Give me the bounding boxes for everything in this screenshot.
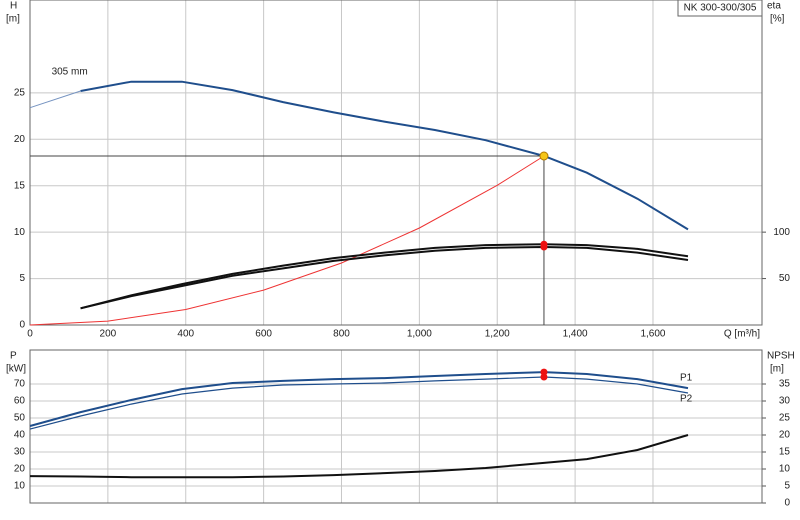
y2-tick-label: 5 bbox=[784, 481, 790, 492]
x-tick-label: 1,000 bbox=[407, 329, 432, 340]
y2-tick-label: 20 bbox=[779, 430, 791, 441]
y-axis-label: H bbox=[10, 1, 17, 12]
y-axis-unit: [kW] bbox=[6, 364, 26, 375]
x-tick-label: 0 bbox=[27, 329, 33, 340]
y-tick-label: 40 bbox=[14, 430, 26, 441]
plot-frame bbox=[29, 349, 763, 504]
y-tick-label: 15 bbox=[14, 180, 26, 191]
chart-title: NK 300-300/305 bbox=[684, 3, 757, 14]
x-tick-label: 200 bbox=[100, 329, 117, 340]
x-tick-label: 1,600 bbox=[640, 329, 665, 340]
y2-axis-label: NPSH bbox=[767, 351, 795, 362]
duty-point bbox=[540, 243, 548, 251]
y-axis-label: P bbox=[10, 351, 17, 362]
series-label: P2 bbox=[680, 394, 693, 405]
y2-tick-label: 50 bbox=[779, 273, 791, 284]
operating-point bbox=[539, 151, 549, 161]
y-tick-label: 10 bbox=[14, 481, 26, 492]
curve bbox=[29, 434, 689, 479]
annotation: 305 mm bbox=[52, 66, 88, 77]
y2-tick-label: 30 bbox=[779, 396, 791, 407]
curve bbox=[80, 245, 689, 310]
y2-tick-label: 0 bbox=[784, 498, 790, 509]
duty-point bbox=[540, 373, 548, 381]
y2-tick-label: 100 bbox=[773, 227, 790, 238]
y-tick-label: 70 bbox=[14, 379, 26, 390]
curve bbox=[29, 90, 81, 109]
y2-axis-label: eta bbox=[767, 1, 781, 12]
y-tick-label: 60 bbox=[14, 396, 26, 407]
y2-tick-label: 10 bbox=[779, 464, 791, 475]
plot-frame bbox=[29, 0, 763, 326]
curve bbox=[80, 80, 689, 231]
title-box bbox=[677, 0, 763, 17]
series-label: P1 bbox=[680, 373, 693, 384]
x-axis-label: Q [m³/h] bbox=[724, 329, 760, 340]
y2-tick-label: 35 bbox=[779, 379, 791, 390]
y2-axis-unit: [%] bbox=[770, 14, 785, 25]
x-tick-label: 600 bbox=[255, 329, 272, 340]
y-tick-label: 20 bbox=[14, 134, 26, 145]
x-tick-label: 400 bbox=[177, 329, 194, 340]
y-axis-unit: [m] bbox=[6, 14, 20, 25]
y-tick-label: 5 bbox=[19, 273, 25, 284]
y-tick-label: 20 bbox=[14, 464, 26, 475]
x-tick-label: 1,400 bbox=[563, 329, 588, 340]
y-tick-label: 50 bbox=[14, 413, 26, 424]
y2-tick-label: 15 bbox=[779, 447, 791, 458]
curve bbox=[29, 371, 689, 427]
curve bbox=[80, 243, 689, 310]
x-tick-label: 800 bbox=[333, 329, 350, 340]
y-tick-label: 0 bbox=[19, 320, 25, 331]
x-tick-label: 1,200 bbox=[485, 329, 510, 340]
y-tick-label: 30 bbox=[14, 447, 26, 458]
y2-axis-unit: [m] bbox=[770, 364, 784, 375]
y2-tick-label: 25 bbox=[779, 413, 791, 424]
duty-point bbox=[540, 368, 548, 376]
y-tick-label: 10 bbox=[14, 227, 26, 238]
y-tick-label: 25 bbox=[14, 87, 26, 98]
curve bbox=[29, 376, 689, 430]
curve bbox=[29, 155, 545, 326]
